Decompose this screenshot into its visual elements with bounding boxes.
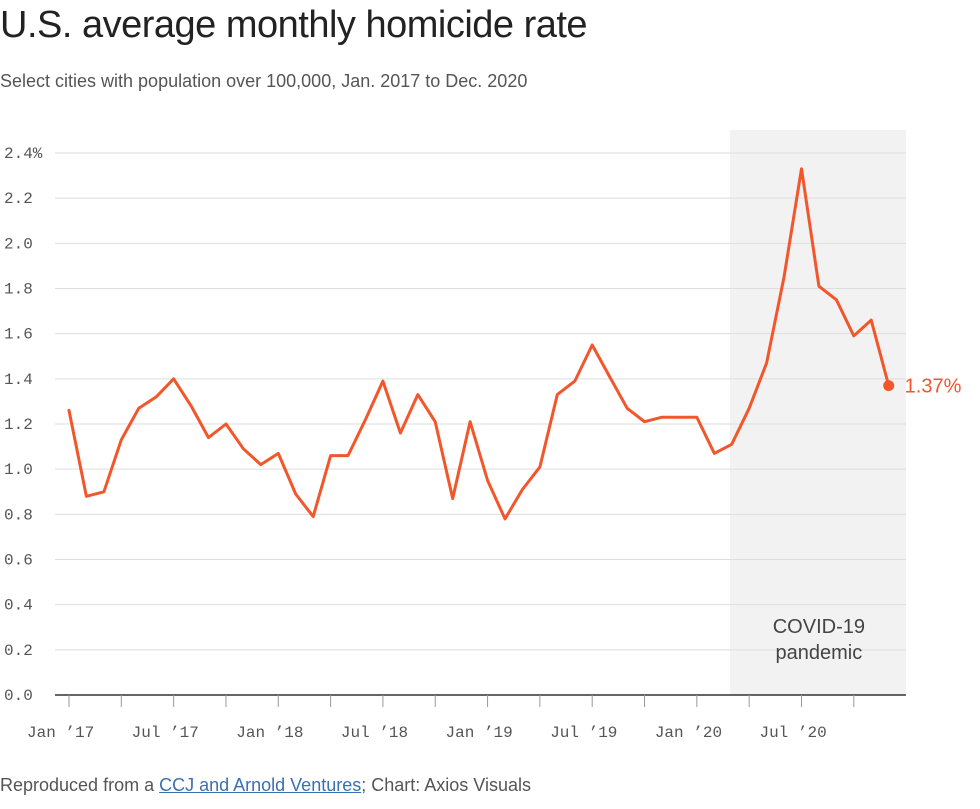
source-suffix: ; Chart: Axios Visuals [361,775,531,795]
homicide-rate-line [67,167,891,521]
pandemic-annotation: COVID-19 [773,616,865,638]
x-tick-label: Jan ’17 [27,724,94,742]
y-tick-label: 1.2 [4,416,33,434]
end-point-marker [883,380,895,392]
x-tick-label: Jan ’20 [655,724,722,742]
x-tick-label: Jul ’18 [341,724,408,742]
x-tick-label: Jul ’17 [132,724,199,742]
y-tick-label: 2.0 [4,235,33,253]
line-chart: 0.0 0.2 0.4 0.6 0.8 1.0 1.2 1.4 1.6 1.8 2.0 2.2 2.4%… [4,130,962,742]
y-tick-label: 0.2 [4,642,33,660]
x-tick-label: Jul ’19 [550,724,617,742]
y-tick-label: 1.6 [4,326,33,344]
y-tick-label: 1.0 [4,461,33,479]
y-tick-label: 1.4 [4,371,33,389]
y-tick-label: 0.0 [4,687,33,705]
y-tick-label: 0.4 [4,597,33,615]
end-value-label: 1.37% [905,376,962,398]
y-tick-label: 0.6 [4,552,33,570]
source-prefix: Reproduced from a [0,775,160,795]
source-footer: Reproduced from a CCJ and Arnold Venture… [0,775,531,796]
pandemic-shaded-region [729,130,906,695]
y-tick-label: 2.4% [4,145,43,163]
x-tick-label: Jan ’19 [446,724,513,742]
x-tick-label: Jul ’20 [759,724,826,742]
chart-subtitle: Select cities with population over 100,0… [0,71,528,91]
y-tick-label: 1.8 [4,281,33,299]
x-tick-label: Jan ’18 [236,724,303,742]
pandemic-annotation: pandemic [776,642,863,664]
y-tick-label: 0.8 [4,506,33,524]
chart-title: U.S. average monthly homicide rate [0,4,588,46]
source-link[interactable]: CCJ and Arnold Ventures [159,775,362,795]
y-tick-label: 2.2 [4,190,33,208]
